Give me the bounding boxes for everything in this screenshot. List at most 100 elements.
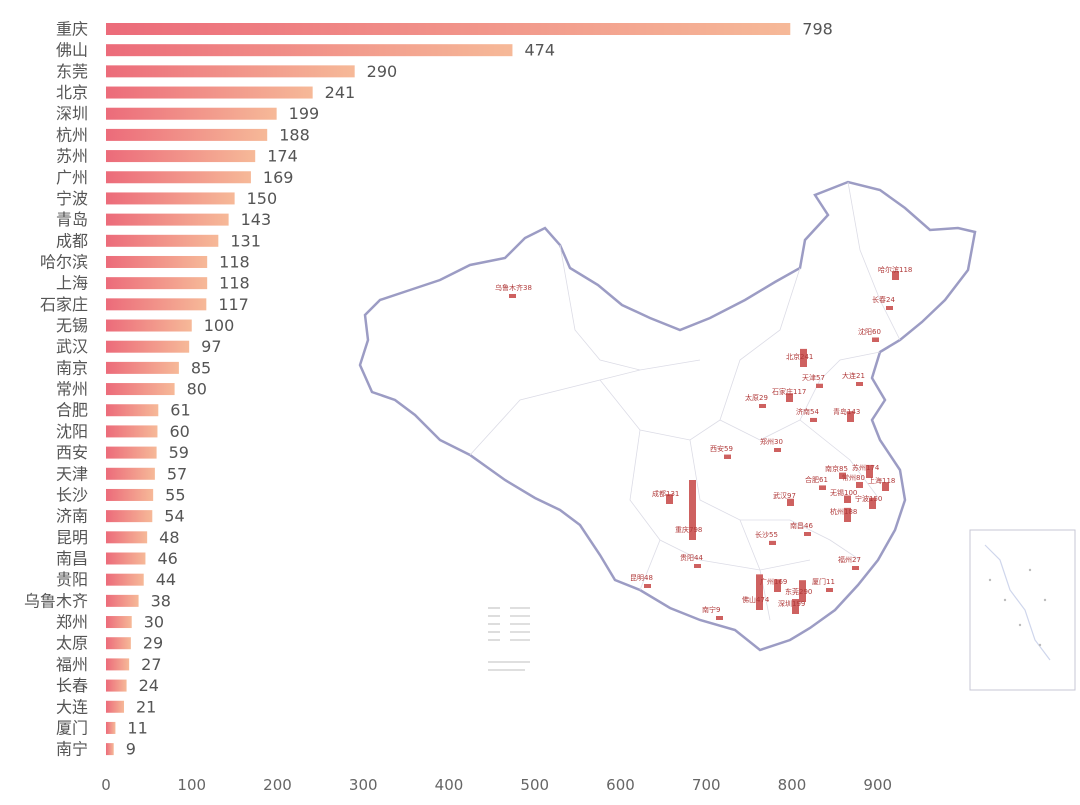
map-city-label: 昆明48 [630,574,653,582]
data-label: 27 [141,655,161,674]
data-label: 38 [151,591,171,610]
x-tick-label: 100 [177,776,206,794]
map-bar [694,564,701,568]
bar [106,679,127,692]
data-label: 174 [267,147,298,166]
bar [106,361,179,374]
map-city-label: 合肥61 [805,475,828,484]
category-label: 常州 [56,380,88,399]
bar [106,86,313,99]
data-label: 46 [157,549,177,568]
data-label: 199 [289,104,320,123]
south-china-sea-inset [969,529,1076,691]
map-bar [724,454,731,459]
category-label: 乌鲁木齐 [24,591,88,610]
data-label: 80 [187,380,207,399]
x-tick-label: 900 [863,776,892,794]
category-label: 南昌 [56,549,88,568]
category-label: 深圳 [56,104,88,123]
category-label: 长春 [56,676,88,695]
bar [106,743,114,756]
category-label: 上海 [56,274,88,293]
bar [106,277,208,290]
bar [106,594,139,607]
category-label: 沈阳 [56,422,88,441]
x-tick-label: 300 [349,776,378,794]
map-city-label: 大连21 [842,371,865,380]
map-bar [826,588,833,592]
bar [106,383,175,396]
map-bar [644,584,651,588]
bar [106,255,208,268]
x-tick-label: 0 [101,776,111,794]
data-label: 150 [247,189,278,208]
x-tick-label: 500 [520,776,549,794]
data-label: 9 [126,740,136,759]
map-city-label: 常州80 [842,473,865,482]
map-bar [787,498,794,506]
category-label: 合肥 [56,401,88,420]
bar [106,213,229,226]
map-bar [856,382,863,386]
bar [106,319,192,332]
data-label: 290 [367,62,398,81]
data-label: 118 [219,252,250,271]
category-label: 济南 [56,507,88,526]
bar [106,44,513,57]
map-city-label: 宁波150 [855,494,882,503]
category-label: 成都 [56,231,88,250]
data-label: 60 [169,422,189,441]
data-label: 117 [218,295,249,314]
map-bar [844,507,851,522]
map-bar [810,417,817,422]
data-label: 44 [156,570,176,589]
map-bar [756,574,763,610]
category-label: 石家庄 [40,295,88,314]
category-label: 昆明 [56,528,88,547]
map-bar [774,448,781,452]
category-label: 杭州 [56,125,88,144]
map-city-label: 上海118 [868,476,895,485]
bar [106,552,146,565]
data-label: 21 [136,697,156,716]
bar [106,700,125,713]
bar [106,404,159,417]
map-city-label: 无锡100 [830,488,857,497]
map-bar [799,580,806,602]
map-bar [816,383,823,388]
map-city-label: 深圳199 [778,599,805,608]
x-tick-label: 400 [435,776,464,794]
data-label: 118 [219,274,250,293]
data-label: 474 [524,41,555,60]
category-label: 武汉 [56,337,88,356]
map-city-label: 贵阳44 [680,553,703,562]
map-bar [800,348,807,367]
map-city-label: 长春24 [872,295,895,304]
map-city-label: 重庆798 [675,525,702,534]
data-label: 241 [325,83,356,102]
data-label: 24 [139,676,159,695]
map-city-label: 武汉97 [773,491,796,500]
map-city-label: 苏州174 [852,463,880,472]
bar [106,340,190,353]
x-axis: 0 100 200 300 400 500 600 700 800 900 [101,776,892,794]
x-tick-label: 600 [606,776,635,794]
map-bar [886,306,893,310]
map-city-label: 厦门11 [812,577,835,586]
category-label: 西安 [56,443,88,462]
map-city-label: 南京85 [825,464,848,473]
data-label: 57 [167,464,187,483]
map-bar [774,579,781,592]
bar [106,150,256,163]
map-bar [666,494,673,504]
china-outline [358,180,977,652]
map-city-label: 青岛143 [833,407,860,416]
category-label: 厦门 [56,718,88,737]
bar [106,65,355,78]
bar [106,425,158,438]
map-city-label: 北京241 [786,352,813,361]
category-label: 南京 [56,358,88,377]
data-label: 188 [279,125,310,144]
